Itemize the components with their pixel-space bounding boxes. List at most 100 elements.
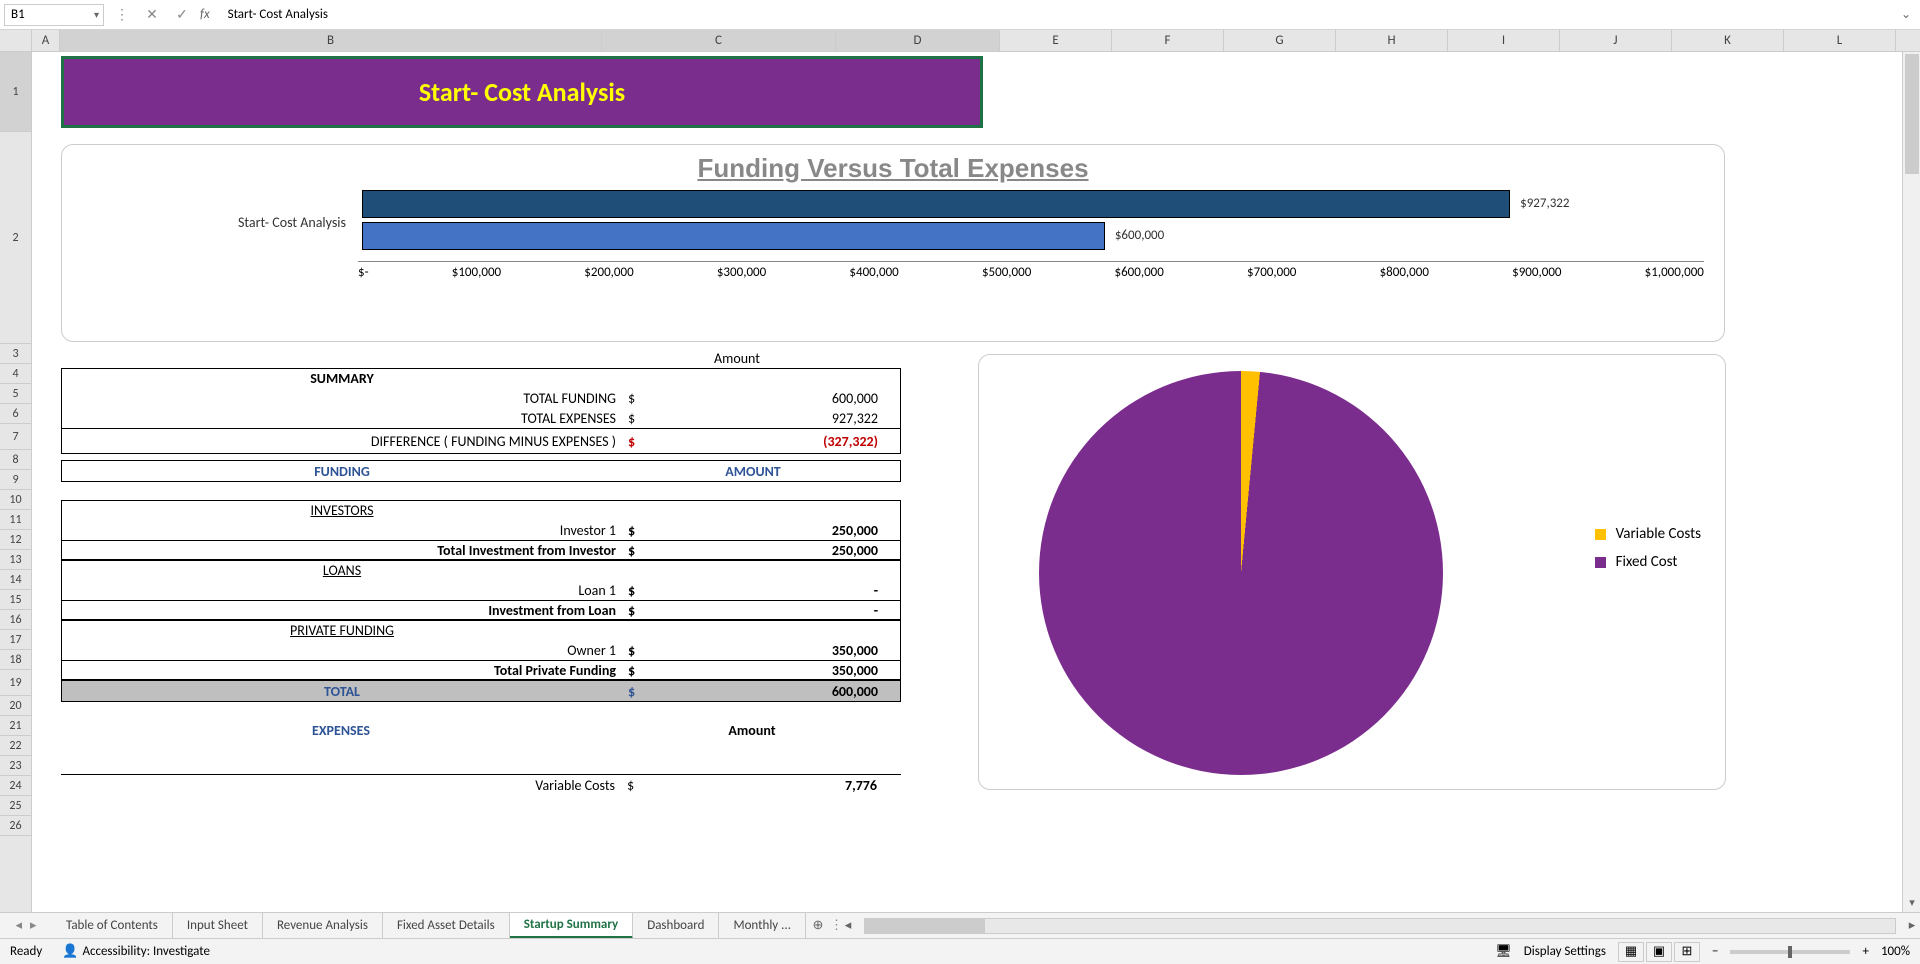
funding-section-total-currency: $ bbox=[622, 662, 652, 679]
scroll-down-icon[interactable]: ▾ bbox=[1903, 894, 1920, 912]
zoom-slider[interactable] bbox=[1730, 950, 1850, 954]
row-header-23[interactable]: 23 bbox=[0, 756, 31, 776]
tab-bar-divider: ⋮ bbox=[830, 918, 840, 933]
row-header-26[interactable]: 26 bbox=[0, 816, 31, 836]
column-header-C[interactable]: C bbox=[602, 30, 836, 51]
horizontal-scrollbar-thumb[interactable] bbox=[865, 919, 985, 933]
column-header-H[interactable]: H bbox=[1336, 30, 1448, 51]
summary-amount-header: Amount bbox=[621, 350, 853, 367]
row-header-12[interactable]: 12 bbox=[0, 530, 31, 550]
row-header-10[interactable]: 10 bbox=[0, 490, 31, 510]
legend-swatch bbox=[1595, 557, 1606, 568]
tab-next-icon[interactable]: ▸ bbox=[30, 918, 37, 933]
cancel-icon[interactable]: ✕ bbox=[140, 4, 164, 26]
name-box[interactable]: B1 ▾ bbox=[4, 4, 104, 26]
row-header-24[interactable]: 24 bbox=[0, 776, 31, 796]
row-header-17[interactable]: 17 bbox=[0, 630, 31, 650]
select-all-corner[interactable] bbox=[0, 30, 32, 51]
row-header-15[interactable]: 15 bbox=[0, 590, 31, 610]
vertical-scrollbar[interactable]: ▴ ▾ bbox=[1902, 52, 1920, 912]
funding-row-label: Investor 1 bbox=[62, 522, 622, 539]
add-sheet-icon[interactable]: ⊕ bbox=[806, 918, 830, 933]
worksheet[interactable]: Start- Cost Analysis Funding Versus Tota… bbox=[32, 52, 1920, 922]
bar-chart[interactable]: Funding Versus Total Expenses Start- Cos… bbox=[61, 144, 1725, 342]
title-merged-cell[interactable]: Start- Cost Analysis bbox=[61, 56, 983, 128]
bar-value-label-1: $600,000 bbox=[1115, 228, 1164, 243]
display-settings-label[interactable]: Display Settings bbox=[1524, 944, 1606, 959]
row-header-22[interactable]: 22 bbox=[0, 736, 31, 756]
zoom-slider-thumb[interactable] bbox=[1788, 946, 1792, 958]
zoom-out-icon[interactable]: − bbox=[1712, 944, 1718, 959]
row-header-11[interactable]: 11 bbox=[0, 510, 31, 530]
column-header-D[interactable]: D bbox=[836, 30, 1000, 51]
legend-item: Variable Costs bbox=[1595, 525, 1701, 543]
name-box-dropdown-icon[interactable]: ▾ bbox=[94, 8, 99, 21]
sheet-tab[interactable]: Table of Contents bbox=[52, 913, 173, 939]
column-header-I[interactable]: I bbox=[1448, 30, 1560, 51]
row-header-20[interactable]: 20 bbox=[0, 696, 31, 716]
row-header-16[interactable]: 16 bbox=[0, 610, 31, 630]
expenses-heading: EXPENSES bbox=[61, 722, 621, 739]
hscroll-left-icon[interactable]: ◂ bbox=[840, 918, 856, 933]
horizontal-scrollbar[interactable] bbox=[864, 918, 1896, 934]
row-header-4[interactable]: 4 bbox=[0, 364, 31, 384]
vertical-scrollbar-thumb[interactable] bbox=[1905, 54, 1919, 174]
column-header-E[interactable]: E bbox=[1000, 30, 1112, 51]
sheet-tab[interactable]: Input Sheet bbox=[173, 913, 263, 939]
row-header-5[interactable]: 5 bbox=[0, 384, 31, 404]
zoom-in-icon[interactable]: + bbox=[1862, 944, 1868, 959]
funding-row-label: Loan 1 bbox=[62, 582, 622, 599]
bar-1 bbox=[362, 222, 1105, 250]
formula-options-icon[interactable]: ⋮ bbox=[110, 4, 134, 26]
page-layout-view-icon[interactable]: ▣ bbox=[1646, 942, 1672, 962]
sheet-tab[interactable]: Monthly ... bbox=[719, 913, 806, 939]
column-headers: ABCDEFGHIJKL bbox=[0, 30, 1920, 52]
row-header-1[interactable]: 1 bbox=[0, 52, 31, 132]
sheet-tab[interactable]: Revenue Analysis bbox=[263, 913, 383, 939]
column-header-F[interactable]: F bbox=[1112, 30, 1224, 51]
row-header-8[interactable]: 8 bbox=[0, 450, 31, 470]
axis-tick-label: $- bbox=[358, 265, 369, 280]
page-break-view-icon[interactable]: ⊞ bbox=[1674, 942, 1700, 962]
confirm-icon[interactable]: ✓ bbox=[170, 4, 194, 26]
column-header-K[interactable]: K bbox=[1672, 30, 1784, 51]
legend-label: Fixed Cost bbox=[1616, 553, 1678, 571]
sheet-tab[interactable]: Fixed Asset Details bbox=[383, 913, 510, 939]
hscroll-right-icon[interactable]: ▸ bbox=[1904, 918, 1920, 933]
row-header-3[interactable]: 3 bbox=[0, 344, 31, 364]
tab-prev-icon[interactable]: ◂ bbox=[15, 918, 22, 933]
row-header-21[interactable]: 21 bbox=[0, 716, 31, 736]
zoom-level[interactable]: 100% bbox=[1881, 944, 1910, 959]
row-header-19[interactable]: 19 bbox=[0, 670, 31, 696]
accessibility-icon[interactable]: 👤 bbox=[62, 944, 78, 959]
axis-tick-label: $300,000 bbox=[717, 265, 766, 280]
row-header-9[interactable]: 9 bbox=[0, 470, 31, 490]
column-header-J[interactable]: J bbox=[1560, 30, 1672, 51]
sheet-tab[interactable]: Startup Summary bbox=[510, 913, 634, 939]
normal-view-icon[interactable]: ▦ bbox=[1618, 942, 1644, 962]
row-header-2[interactable]: 2 bbox=[0, 132, 31, 344]
row-header-25[interactable]: 25 bbox=[0, 796, 31, 816]
display-settings-icon[interactable]: 🖥 bbox=[1495, 944, 1512, 959]
row-header-6[interactable]: 6 bbox=[0, 404, 31, 424]
column-header-G[interactable]: G bbox=[1224, 30, 1336, 51]
sheet-tab[interactable]: Dashboard bbox=[633, 913, 719, 939]
row-header-18[interactable]: 18 bbox=[0, 650, 31, 670]
row-header-14[interactable]: 14 bbox=[0, 570, 31, 590]
column-header-B[interactable]: B bbox=[60, 30, 602, 51]
formula-input[interactable] bbox=[218, 4, 1896, 26]
formula-bar-expand-icon[interactable]: ⌄ bbox=[1896, 7, 1916, 22]
fx-icon[interactable]: fx bbox=[200, 7, 210, 22]
expenses-variable-value: 7,776 bbox=[651, 777, 883, 794]
summary-row-value: 927,322 bbox=[652, 410, 884, 427]
column-header-A[interactable]: A bbox=[32, 30, 60, 51]
tab-nav[interactable]: ◂▸ bbox=[0, 918, 52, 933]
row-header-13[interactable]: 13 bbox=[0, 550, 31, 570]
funding-amount-heading: AMOUNT bbox=[622, 463, 884, 480]
pie-chart[interactable]: Variable Costs Fixed Cost bbox=[978, 354, 1726, 790]
row-header-7[interactable]: 7 bbox=[0, 424, 31, 450]
accessibility-status[interactable]: Accessibility: Investigate bbox=[82, 944, 210, 959]
funding-total-row: TOTAL $ 600,000 bbox=[61, 680, 901, 702]
column-header-L[interactable]: L bbox=[1784, 30, 1896, 51]
funding-section-total-label: Total Private Funding bbox=[62, 662, 622, 679]
